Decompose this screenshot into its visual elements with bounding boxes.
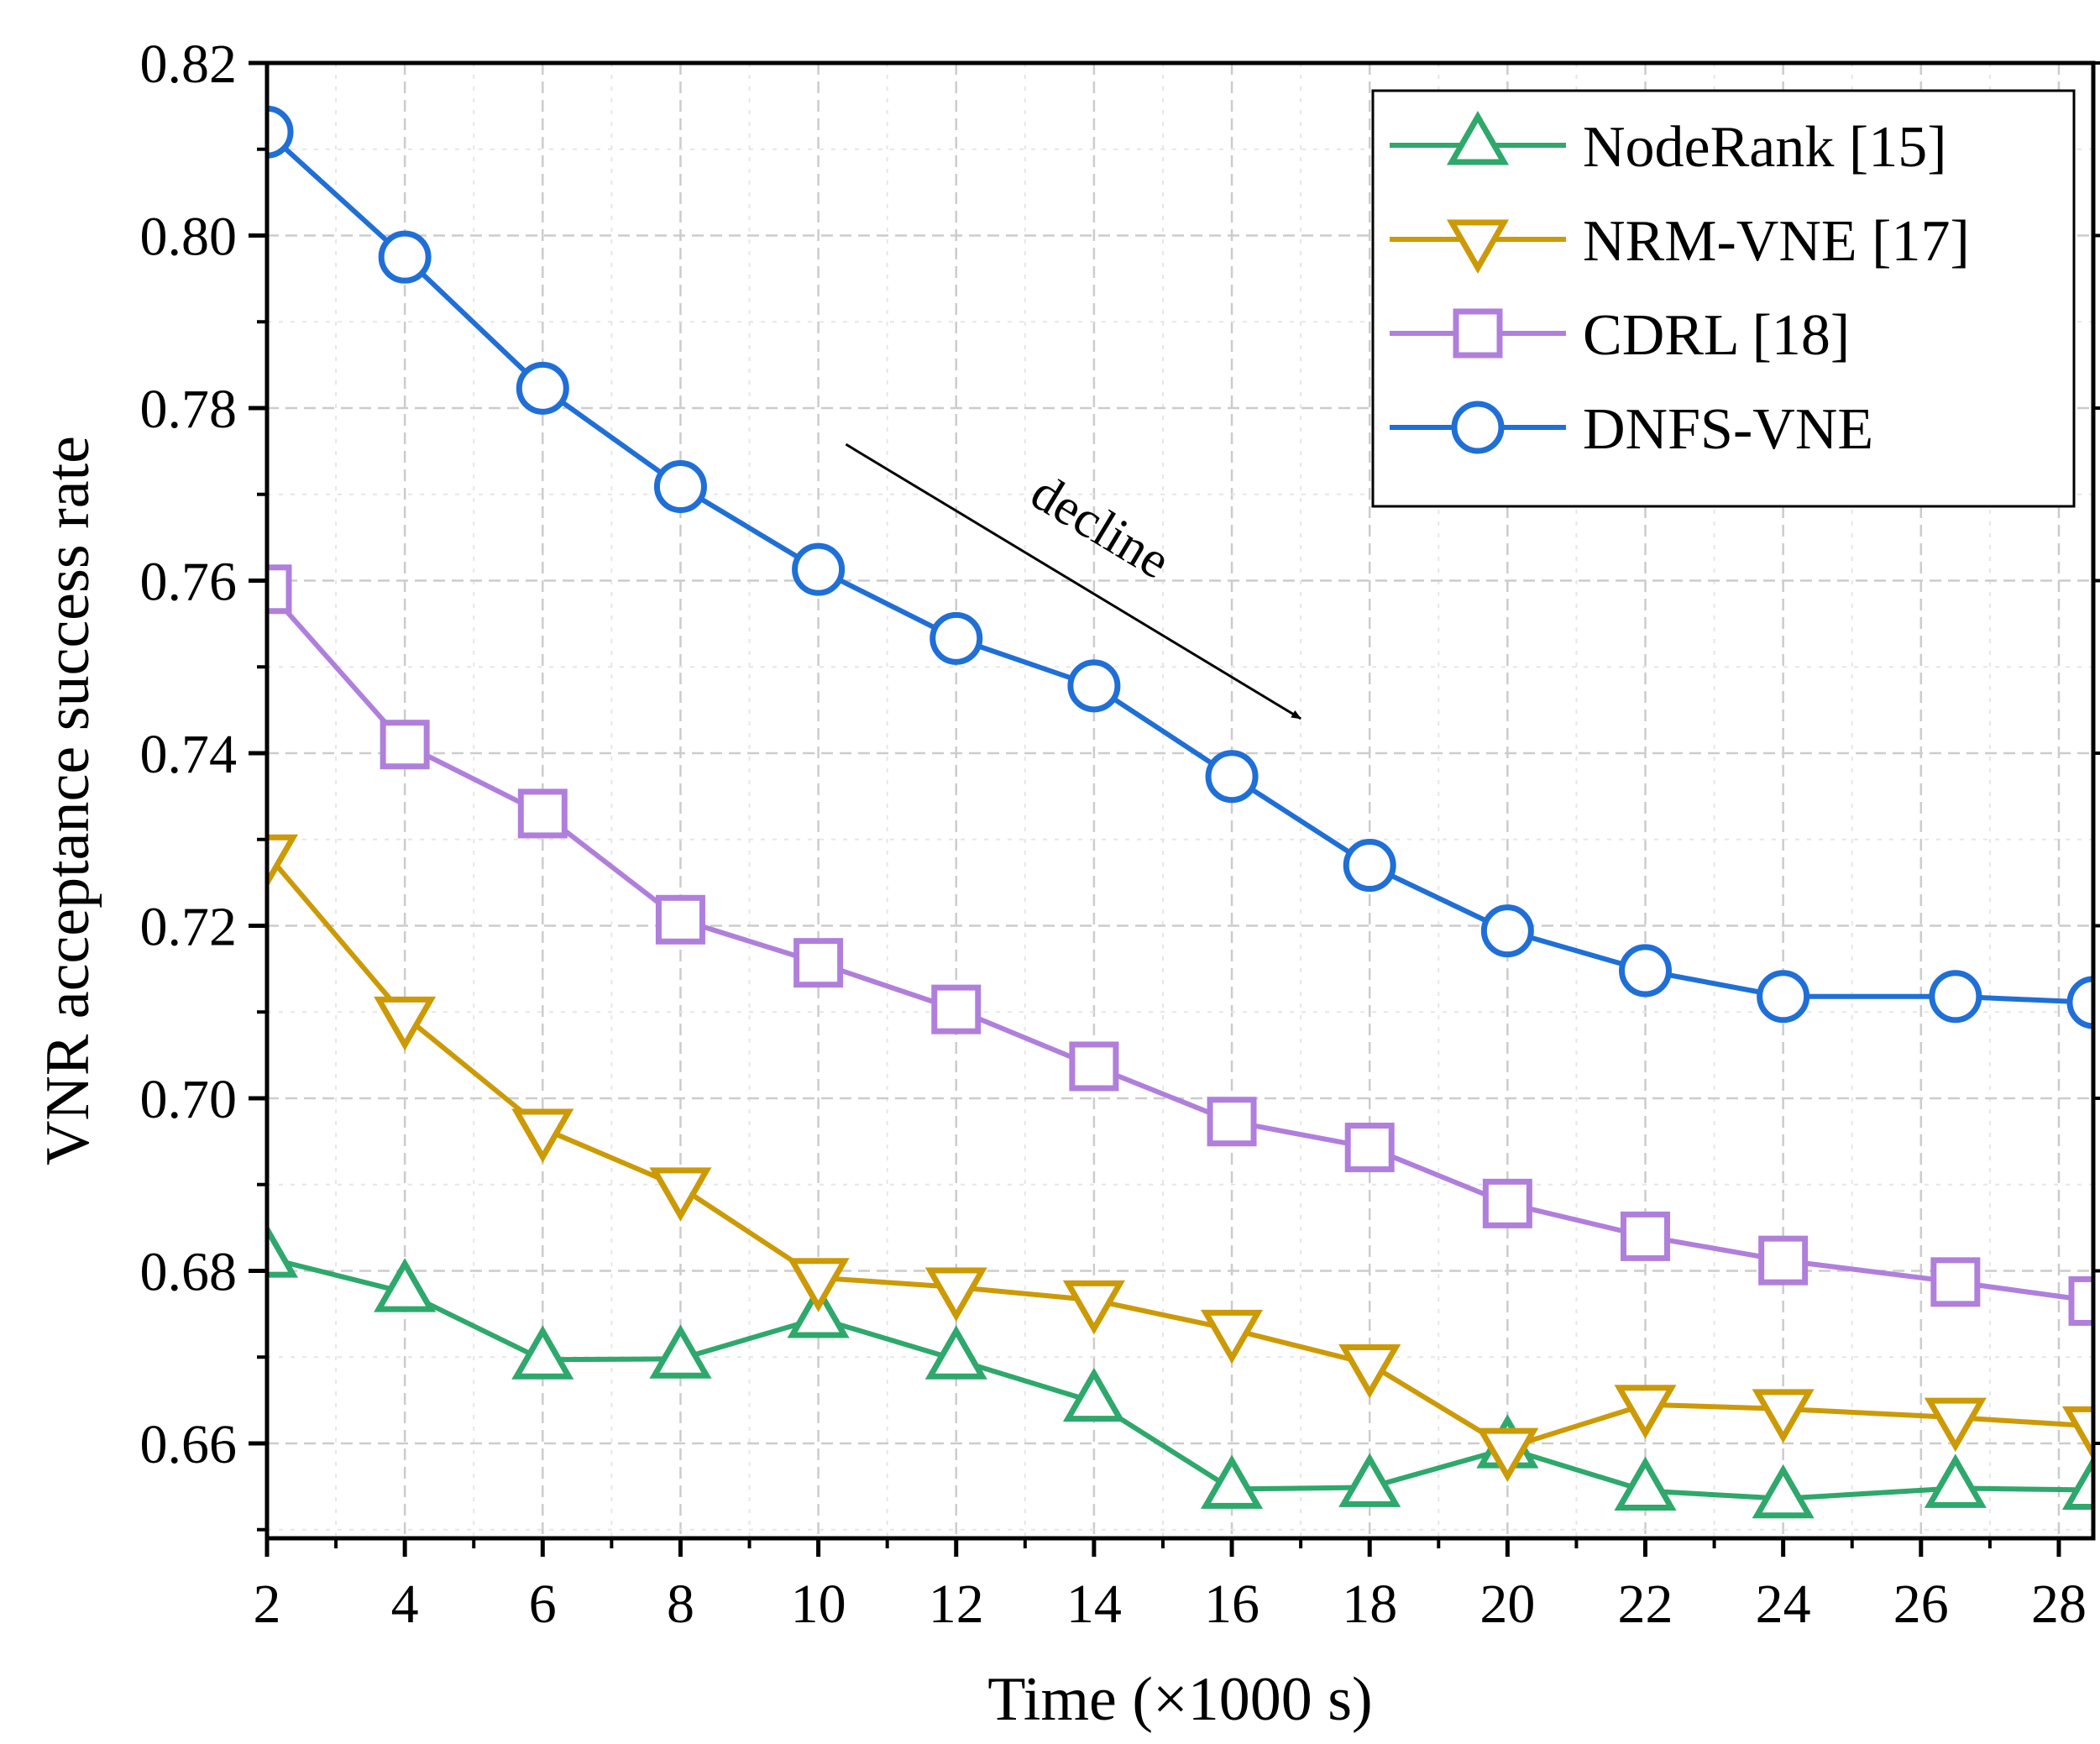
data-point <box>1346 842 1393 889</box>
data-point <box>1484 908 1531 955</box>
series-0 <box>241 1229 2100 1516</box>
data-point <box>654 1171 706 1216</box>
y-tick-label: 0.76 <box>140 551 238 612</box>
data-point <box>521 792 564 835</box>
data-point <box>2071 1279 2100 1322</box>
x-tick-label: 16 <box>1204 1574 1259 1635</box>
y-axis-title: VNR acceptance success rate <box>34 436 102 1165</box>
y-tick-label: 0.80 <box>140 206 238 267</box>
data-point <box>1622 947 1669 994</box>
data-point <box>1072 1045 1116 1088</box>
data-point <box>935 987 978 1031</box>
data-point <box>657 463 704 510</box>
series-1 <box>241 837 2100 1476</box>
data-point <box>1624 1214 1668 1258</box>
x-tick-label: 10 <box>791 1574 846 1635</box>
legend-label: DNFS-VNE <box>1583 397 1873 462</box>
x-tick-label: 20 <box>1479 1574 1535 1635</box>
data-point <box>1343 1347 1396 1392</box>
data-point <box>1760 973 1807 1020</box>
legend-item: CDRL [18] <box>1390 303 1850 368</box>
x-tick-label: 28 <box>2031 1574 2087 1635</box>
x-tick-label: 6 <box>529 1574 557 1635</box>
decline-label: decline <box>1021 463 1179 590</box>
x-tick-label: 22 <box>1618 1574 1673 1635</box>
y-tick-label: 0.82 <box>140 34 238 95</box>
data-point <box>933 615 980 662</box>
data-point <box>379 999 431 1045</box>
x-tick-label: 18 <box>1342 1574 1397 1635</box>
data-point <box>793 1261 845 1307</box>
data-point <box>1071 663 1118 710</box>
data-point <box>795 546 842 593</box>
legend-label: CDRL [18] <box>1583 303 1850 368</box>
data-point <box>1934 1260 1977 1304</box>
y-tick-label: 0.68 <box>140 1241 238 1302</box>
x-axis-title: Time (×1000 s) <box>987 1665 1372 1734</box>
y-tick-label: 0.74 <box>140 724 238 785</box>
data-point <box>1454 404 1501 451</box>
y-tick-label: 0.78 <box>140 379 238 440</box>
data-point <box>930 1270 982 1316</box>
data-point <box>658 898 702 941</box>
x-tick-label: 12 <box>929 1574 984 1635</box>
legend: NodeRank [15] NRM-VNE [17] CDRL [18] DNFS-V… <box>1373 91 2074 506</box>
data-point <box>516 1331 568 1376</box>
legend-label: NodeRank [15] <box>1583 115 1947 180</box>
data-point <box>1206 1460 1258 1506</box>
data-point <box>1930 1401 1982 1446</box>
y-tick-label: 0.66 <box>140 1414 238 1475</box>
x-tick-label: 8 <box>667 1574 694 1635</box>
data-point <box>381 233 428 280</box>
series-line <box>267 589 2093 1301</box>
data-point <box>2070 979 2100 1026</box>
data-point <box>1485 1181 1529 1225</box>
x-tick-label: 4 <box>391 1574 419 1635</box>
data-point <box>1348 1126 1391 1170</box>
x-tick-label: 24 <box>1756 1574 1811 1635</box>
series-2 <box>245 568 2100 1323</box>
x-tick-label: 14 <box>1066 1574 1122 1635</box>
data-point <box>1210 1100 1254 1144</box>
data-point <box>1757 1392 1809 1438</box>
y-tick-label: 0.70 <box>140 1069 238 1130</box>
data-point <box>797 941 841 985</box>
legend-label: NRM-VNE [17] <box>1583 209 1970 274</box>
data-point <box>1456 312 1500 355</box>
data-point <box>1208 753 1255 800</box>
data-point <box>1932 973 1979 1020</box>
x-tick-label: 26 <box>1893 1574 1949 1635</box>
data-point <box>519 364 566 411</box>
data-point <box>1762 1239 1805 1282</box>
y-tick-label: 0.72 <box>140 896 238 957</box>
data-point <box>1757 1470 1809 1516</box>
data-point <box>1930 1459 1982 1505</box>
data-point <box>383 723 427 767</box>
x-tick-label: 2 <box>254 1574 281 1635</box>
